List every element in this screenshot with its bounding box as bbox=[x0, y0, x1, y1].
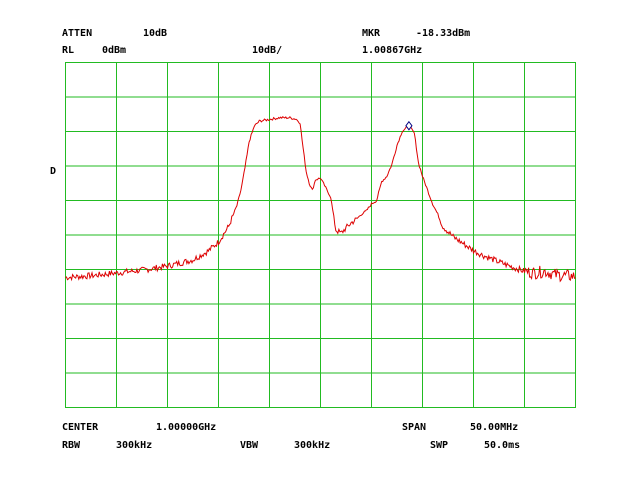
scale-per-division: 10dB/ bbox=[252, 45, 283, 56]
marker-diamond-icon[interactable] bbox=[405, 120, 413, 131]
marker-label: MKR bbox=[362, 28, 381, 39]
rbw-value: 300kHz bbox=[116, 440, 153, 451]
detector-mode-mark: D bbox=[50, 166, 57, 177]
vbw-value: 300kHz bbox=[294, 440, 331, 451]
reference-level-label: RL bbox=[62, 45, 75, 56]
rbw-label: RBW bbox=[62, 440, 81, 451]
span-value: 50.00MHz bbox=[470, 422, 519, 433]
graticule bbox=[65, 62, 576, 408]
span-label: SPAN bbox=[402, 422, 427, 433]
reference-level-value: 0dBm bbox=[102, 45, 127, 56]
marker-amplitude: -18.33dBm bbox=[416, 28, 471, 39]
center-frequency-value: 1.00000GHz bbox=[156, 422, 217, 433]
vbw-label: VBW bbox=[240, 440, 259, 451]
atten-value: 10dB bbox=[143, 28, 168, 39]
atten-label: ATTEN bbox=[62, 28, 93, 39]
sweep-time-value: 50.0ms bbox=[484, 440, 521, 451]
spectrum-trace bbox=[65, 115, 576, 283]
center-frequency-label: CENTER bbox=[62, 422, 99, 433]
marker-frequency: 1.00867GHz bbox=[362, 45, 423, 56]
sweep-time-label: SWP bbox=[430, 440, 449, 451]
